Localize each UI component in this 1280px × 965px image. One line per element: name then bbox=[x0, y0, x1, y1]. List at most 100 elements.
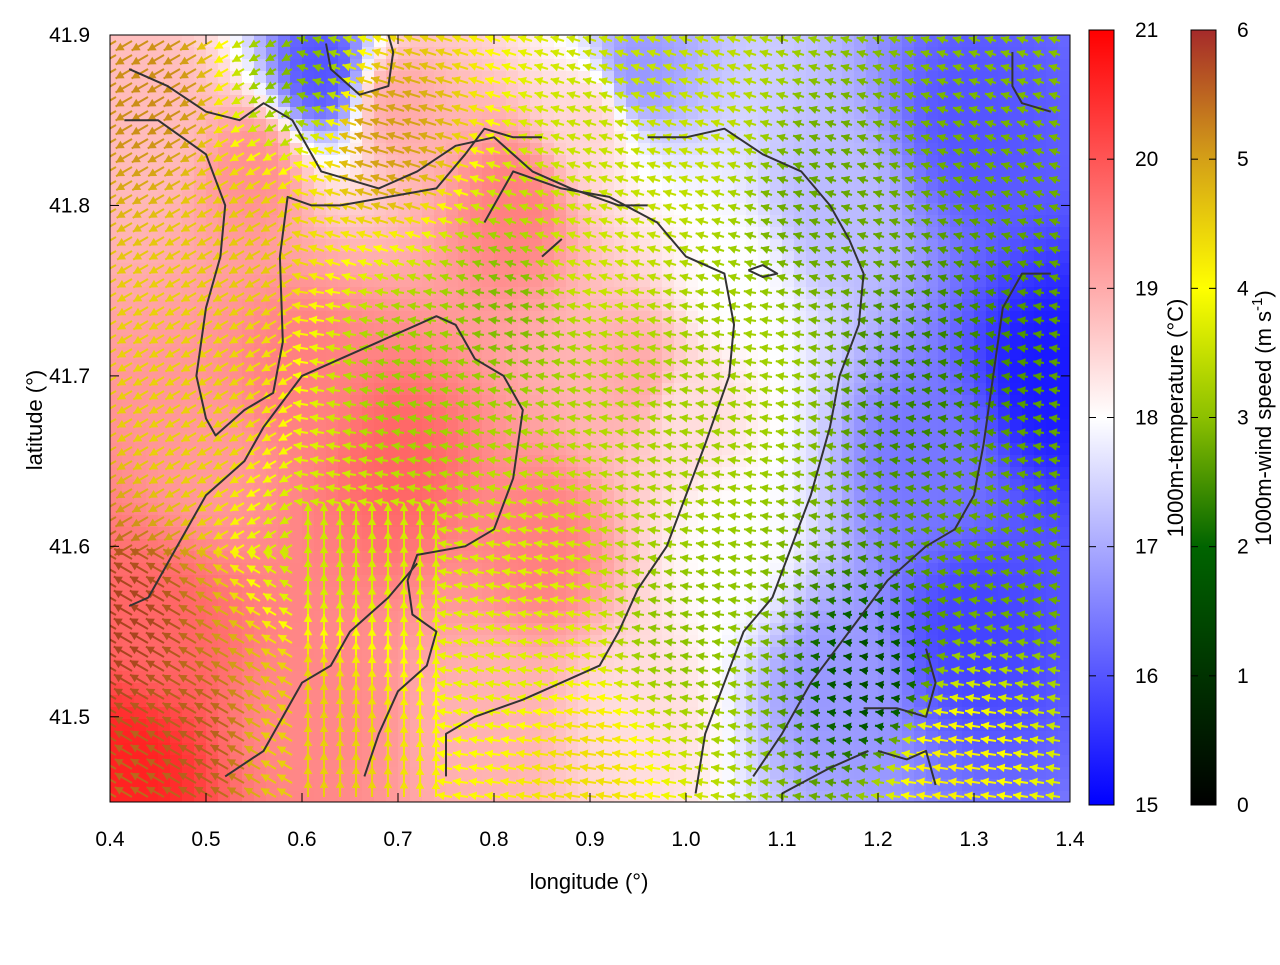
temperature-cell bbox=[134, 383, 147, 396]
temperature-cell bbox=[590, 395, 603, 408]
temperature-cell bbox=[398, 479, 411, 492]
temperature-cell bbox=[374, 539, 387, 552]
temperature-cell bbox=[290, 623, 303, 636]
temperature-cell bbox=[158, 623, 171, 636]
temperature-cell bbox=[194, 599, 207, 612]
temperature-cell bbox=[194, 467, 207, 480]
temperature-cell bbox=[110, 419, 123, 432]
temperature-cell bbox=[290, 635, 303, 648]
temperature-cell bbox=[326, 515, 339, 528]
temperature-cell bbox=[350, 311, 363, 324]
temperature-cell bbox=[254, 755, 267, 768]
temperature-cell bbox=[254, 359, 267, 372]
temperature-cell bbox=[170, 767, 183, 780]
temperature-cell bbox=[302, 311, 315, 324]
temperature-cell bbox=[242, 287, 255, 300]
temperature-cell bbox=[122, 239, 135, 252]
temperature-cell bbox=[206, 623, 219, 636]
temperature-cell bbox=[254, 407, 267, 420]
temperature-cell bbox=[494, 419, 507, 432]
temperature-cell bbox=[326, 755, 339, 768]
temperature-cell bbox=[302, 479, 315, 492]
temperature-cell bbox=[146, 455, 159, 468]
temperature-cell bbox=[254, 107, 267, 120]
temperature-cell bbox=[422, 599, 435, 612]
temperature-cell bbox=[254, 707, 267, 720]
temperature-cell bbox=[446, 587, 459, 600]
temperature-cell bbox=[218, 791, 231, 802]
temperature-cell bbox=[146, 299, 159, 312]
temperature-cell bbox=[350, 479, 363, 492]
temperature-cell bbox=[542, 419, 555, 432]
temperature-cell bbox=[590, 311, 603, 324]
temperature-cell bbox=[686, 335, 699, 348]
temperature-cell bbox=[194, 539, 207, 552]
temperature-cell bbox=[446, 563, 459, 576]
temperature-cell bbox=[206, 527, 219, 540]
temperature-cell bbox=[398, 419, 411, 432]
temperature-cell bbox=[194, 47, 207, 60]
temperature-cell bbox=[254, 371, 267, 384]
temperature-cell bbox=[218, 683, 231, 696]
temperature-cell bbox=[206, 503, 219, 516]
temperature-cell bbox=[134, 755, 147, 768]
temperature-cell bbox=[122, 323, 135, 336]
temperature-cell bbox=[170, 599, 183, 612]
temperature-cell bbox=[206, 491, 219, 504]
temperature-cell bbox=[542, 395, 555, 408]
temperature-cell bbox=[686, 419, 699, 432]
temperature-cell bbox=[686, 311, 699, 324]
temperature-cell bbox=[494, 647, 507, 660]
temperature-cell bbox=[542, 479, 555, 492]
temperature-cell bbox=[146, 383, 159, 396]
temperature-cell bbox=[182, 719, 195, 732]
temperature-cell bbox=[242, 383, 255, 396]
temperature-cell bbox=[134, 467, 147, 480]
temperature-cell bbox=[254, 143, 267, 156]
temperature-cell bbox=[206, 35, 219, 48]
temperature-cell bbox=[590, 95, 603, 108]
temperature-cell bbox=[350, 263, 363, 276]
temperature-cell bbox=[206, 791, 219, 802]
temperature-cell bbox=[590, 647, 603, 660]
temperature-cell bbox=[170, 155, 183, 168]
temperature-cell bbox=[374, 623, 387, 636]
temperature-cell bbox=[182, 383, 195, 396]
temperature-cell bbox=[182, 215, 195, 228]
temperature-cell bbox=[326, 563, 339, 576]
temperature-cell bbox=[638, 479, 651, 492]
temperature-cell bbox=[218, 323, 231, 336]
temperature-cell bbox=[422, 755, 435, 768]
temperature-cell bbox=[590, 335, 603, 348]
temperature-cell bbox=[770, 671, 783, 684]
temperature-cell bbox=[290, 707, 303, 720]
temperature-cell bbox=[206, 371, 219, 384]
temperature-cell bbox=[290, 647, 303, 660]
temperature-cell bbox=[398, 263, 411, 276]
temperature-cell bbox=[110, 167, 123, 180]
temperature-cell bbox=[254, 539, 267, 552]
temperature-cell bbox=[134, 635, 147, 648]
temperature-cell bbox=[686, 755, 699, 768]
temperature-cell bbox=[254, 527, 267, 540]
temperature-cell bbox=[962, 419, 975, 432]
temperature-cell bbox=[242, 299, 255, 312]
temperature-cell bbox=[494, 671, 507, 684]
temperature-cell bbox=[638, 671, 651, 684]
temperature-cell bbox=[746, 503, 759, 516]
temperature-cell bbox=[218, 767, 231, 780]
temperature-cell bbox=[182, 299, 195, 312]
temperature-cell bbox=[638, 335, 651, 348]
temperature-cell bbox=[170, 407, 183, 420]
temperature-cell bbox=[974, 671, 987, 684]
temperature-cell bbox=[230, 299, 243, 312]
temperature-cell bbox=[206, 83, 219, 96]
temperature-cell bbox=[110, 203, 123, 216]
temperature-cell bbox=[794, 419, 807, 432]
temperature-cell bbox=[374, 695, 387, 708]
temperature-cell bbox=[422, 695, 435, 708]
temperature-cell bbox=[242, 95, 255, 108]
temperature-cell bbox=[218, 575, 231, 588]
temperature-cell bbox=[866, 419, 879, 432]
temperature-cell bbox=[242, 47, 255, 60]
